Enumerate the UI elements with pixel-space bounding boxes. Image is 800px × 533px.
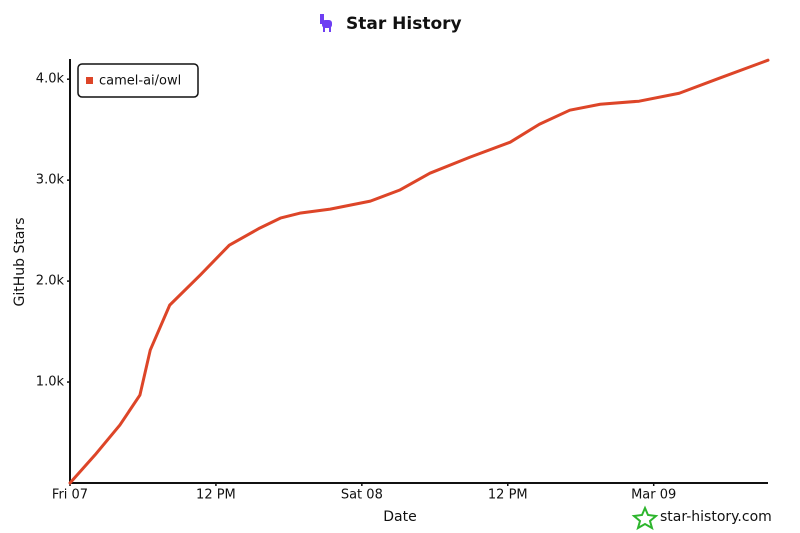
x-tick-label: Fri 07 xyxy=(52,488,88,503)
y-axis-label: GitHub Stars xyxy=(12,218,28,307)
x-tick-label: 12 PM xyxy=(196,488,236,503)
x-tick-label: Sat 08 xyxy=(341,488,383,503)
y-tick-label: 1.0k xyxy=(36,375,65,390)
legend-label: camel-ai/owl xyxy=(99,74,181,89)
x-tick-label: 12 PM xyxy=(488,488,528,503)
legend-box xyxy=(77,63,199,98)
x-axis-label: Date xyxy=(383,509,416,525)
legend-swatch xyxy=(86,77,93,84)
line xyxy=(68,58,770,485)
chart-title: Star History xyxy=(346,14,462,34)
watermark: star-history.com xyxy=(660,509,772,525)
title-icon xyxy=(320,14,332,32)
y-tick-label: 2.0k xyxy=(36,274,65,289)
y-tick-label: 4.0k xyxy=(36,72,65,87)
watermark-icon xyxy=(631,505,659,531)
y-tick-label: 3.0k xyxy=(36,173,65,188)
x-tick-label: Mar 09 xyxy=(631,488,676,503)
